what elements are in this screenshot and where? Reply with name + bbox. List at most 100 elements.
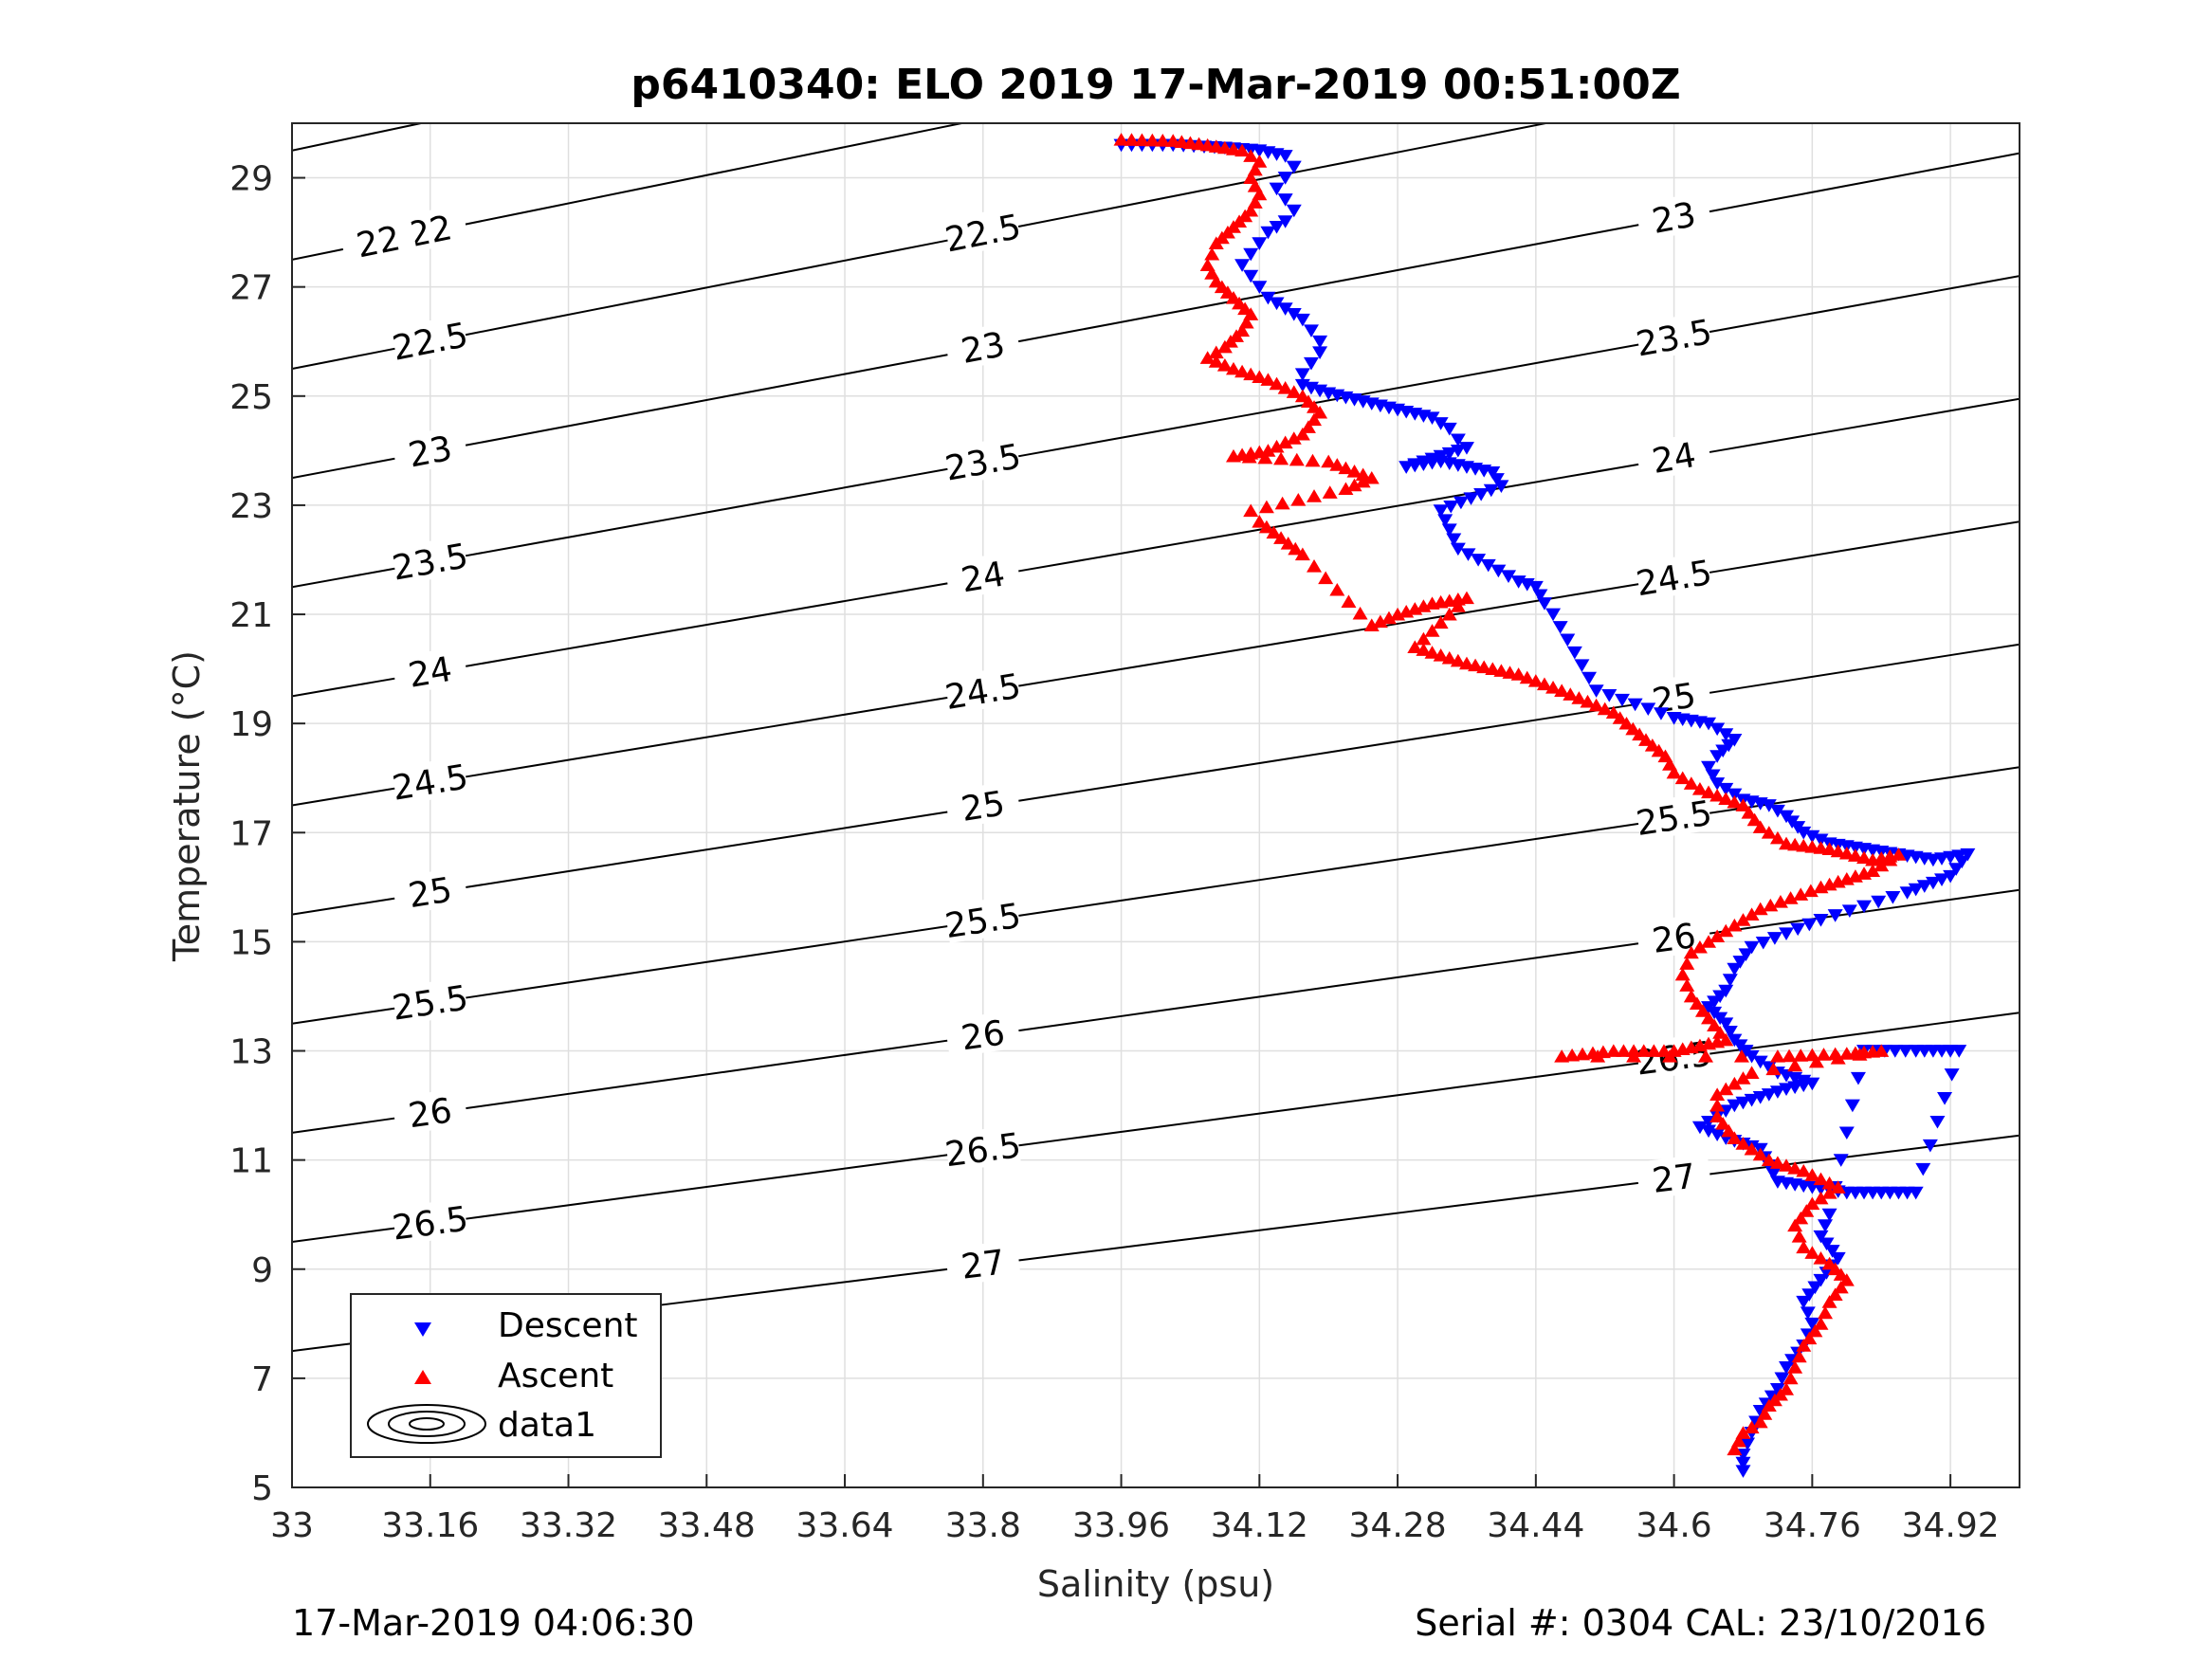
descent-point [1701,1124,1717,1139]
descent-point [1453,496,1469,510]
ascent-point [1715,1117,1731,1130]
descent-point [1545,608,1562,622]
ascent-point [1632,727,1648,741]
ascent-point [1679,957,1695,970]
x-tick-label: 33.32 [520,1506,617,1545]
contour-level-label: 22 [354,219,404,265]
ascent-point [1718,923,1734,938]
descent-point [1897,1045,1913,1058]
ascent-point [1216,339,1233,354]
descent-point [1841,904,1857,918]
ascent-point [1799,1204,1815,1217]
contour-label-background [1635,912,1712,961]
ascent-point [1626,1049,1642,1063]
ascent-point [1741,805,1757,819]
contour-label-background [1635,191,1713,242]
ascent-point [1735,913,1751,926]
ascent-point [1124,133,1140,146]
descent-point [1701,760,1717,775]
descent-point [1490,564,1507,578]
ascent-point [1241,449,1257,464]
descent-point [1718,728,1734,741]
descent-point [1269,220,1285,234]
ascent-point [1286,431,1302,445]
ascent-point [1216,357,1233,372]
y-axis-ticks: 5 7 9 11 13 15 17 19 21 23 25 27 29 [229,160,305,1508]
descent-point [1934,873,1950,886]
descent-point [1790,922,1806,937]
descent-point [1761,799,1777,812]
contour-label-background [943,320,1022,372]
isopycnal-line [292,123,426,152]
ascent-point [1273,451,1289,465]
ascent-point [1735,1071,1751,1085]
ascent-point [1761,1153,1777,1167]
contour-level-label: 24 [1650,436,1699,482]
descent-point [1286,308,1302,321]
ascent-point [1305,453,1321,467]
x-tick-label: 34.12 [1211,1506,1308,1545]
descent-point [1722,974,1738,987]
ascent-point [1519,670,1535,684]
ascent-point [1605,705,1621,720]
descent-point [1709,750,1726,763]
ascent-point [1441,650,1457,665]
descent-point [1312,335,1328,349]
ascent-point [1718,1082,1734,1096]
ascent-point [1808,1054,1824,1068]
ascent-point [1782,1048,1798,1063]
descent-point [1764,1390,1780,1404]
descent-point [1804,830,1820,844]
ascent-point [1816,1048,1832,1061]
descent-point [1277,150,1293,163]
descent-series [1113,138,1976,1478]
descent-point [1769,804,1785,818]
descent-point [1779,927,1795,940]
descent-point [1243,247,1259,262]
descent-point [1312,346,1328,359]
descent-point [1450,542,1466,556]
contour-level-label: 26 [959,1013,1007,1058]
ascent-point [1874,1044,1890,1057]
ascent-point [1793,1211,1809,1225]
ascent-point [1258,500,1274,514]
legend-descent-label: Descent [498,1306,638,1345]
descent-point [1948,863,1965,876]
contour-label-background [1635,431,1713,482]
isopycnal-line [292,1012,2020,1243]
ascent-point [1691,939,1708,954]
ascent-point [1144,133,1161,147]
contour-label-background [1635,311,1713,362]
contour-label-background [943,435,1022,486]
contour-level-label: 23 [406,429,456,476]
descent-point [1943,869,1959,884]
ascent-point [1616,1044,1632,1057]
ascent-point [1804,1196,1820,1211]
ascent-point [1527,674,1544,687]
descent-point [1813,1230,1829,1244]
descent-point [1718,1017,1734,1030]
descent-point [1752,1055,1768,1069]
ascent-point [1856,850,1873,865]
x-axis-label: Salinity (psu) [1037,1563,1274,1605]
x-tick-label: 34.6 [1636,1506,1712,1545]
descent-point [1885,890,1901,904]
y-tick-label: 5 [251,1469,273,1508]
ascent-point [1321,454,1337,468]
ascent-point [1804,1246,1820,1259]
ascent-point [1625,721,1641,736]
y-axis-label: Temperature (°C) [166,650,208,962]
descent-point [1441,422,1457,436]
ascent-point [1493,664,1509,677]
ascent-point [1813,1191,1829,1205]
ascent-point [1821,1295,1837,1308]
ascent-point [1701,935,1717,948]
ascent-point [1709,1109,1726,1122]
descent-point [1446,533,1462,547]
ascent-point [1588,698,1604,712]
ascent-point [1225,361,1241,375]
ascent-point [1813,1251,1829,1265]
descent-point [1460,548,1476,561]
ascent-point [1380,611,1397,625]
ascent-point [1433,615,1449,629]
